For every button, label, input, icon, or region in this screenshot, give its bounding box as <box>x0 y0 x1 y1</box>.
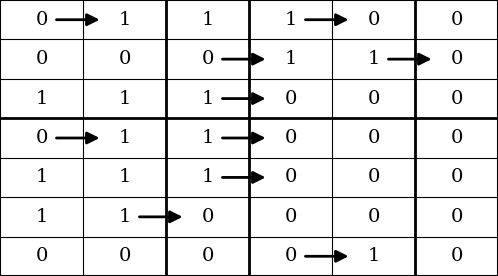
Text: 0: 0 <box>368 11 379 29</box>
Text: 1: 1 <box>284 11 297 29</box>
Text: 1: 1 <box>284 50 297 68</box>
Text: 0: 0 <box>368 129 379 147</box>
Text: 1: 1 <box>201 129 214 147</box>
Text: 1: 1 <box>201 90 214 108</box>
Text: 0: 0 <box>201 208 214 226</box>
Text: 0: 0 <box>368 168 379 186</box>
Text: 0: 0 <box>119 50 130 68</box>
Text: 0: 0 <box>35 247 48 265</box>
Text: 1: 1 <box>119 168 130 186</box>
Text: 0: 0 <box>284 208 297 226</box>
Text: 1: 1 <box>35 208 48 226</box>
Text: 1: 1 <box>201 11 214 29</box>
Text: 0: 0 <box>284 247 297 265</box>
Text: 0: 0 <box>450 208 463 226</box>
Text: 0: 0 <box>284 168 297 186</box>
Text: 0: 0 <box>368 90 379 108</box>
Text: 0: 0 <box>201 247 214 265</box>
Text: 0: 0 <box>450 50 463 68</box>
Text: 1: 1 <box>119 11 130 29</box>
Text: 0: 0 <box>119 247 130 265</box>
Text: 0: 0 <box>450 129 463 147</box>
Text: 1: 1 <box>119 208 130 226</box>
Text: 0: 0 <box>450 90 463 108</box>
Text: 0: 0 <box>368 208 379 226</box>
Text: 0: 0 <box>450 11 463 29</box>
Text: 0: 0 <box>450 247 463 265</box>
Text: 1: 1 <box>35 168 48 186</box>
Text: 1: 1 <box>368 50 379 68</box>
Text: 0: 0 <box>35 50 48 68</box>
Text: 0: 0 <box>201 50 214 68</box>
Text: 0: 0 <box>284 129 297 147</box>
Text: 1: 1 <box>119 90 130 108</box>
Text: 0: 0 <box>450 168 463 186</box>
Text: 0: 0 <box>35 129 48 147</box>
Text: 1: 1 <box>35 90 48 108</box>
Text: 1: 1 <box>368 247 379 265</box>
Text: 1: 1 <box>201 168 214 186</box>
Text: 0: 0 <box>284 90 297 108</box>
Text: 1: 1 <box>119 129 130 147</box>
Text: 0: 0 <box>35 11 48 29</box>
